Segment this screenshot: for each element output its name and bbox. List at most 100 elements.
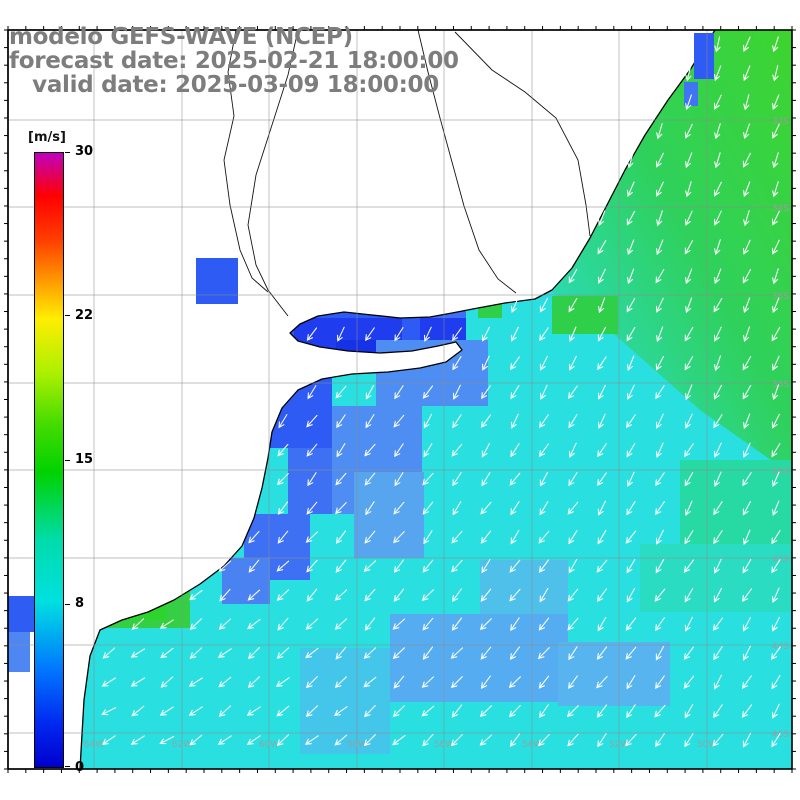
- wind-arrow: [248, 530, 260, 544]
- wind-arrow: [305, 676, 318, 689]
- wind-arrow: [597, 529, 607, 545]
- wind-arrow: [771, 443, 781, 458]
- wind-arrow: [654, 588, 666, 602]
- wind-arrow: [451, 443, 463, 457]
- wind-arrow: [335, 502, 347, 515]
- wind-arrow: [568, 675, 578, 690]
- wind-arrow: [364, 617, 376, 631]
- colorbar-tick-label: 30: [75, 144, 94, 159]
- wind-arrow: [713, 471, 722, 487]
- wind-arrow: [509, 472, 521, 486]
- wind-arrow: [596, 704, 608, 718]
- wind-arrow: [596, 588, 607, 603]
- wind-arrow: [539, 355, 548, 371]
- wind-arrow: [450, 647, 464, 659]
- wind-arrow: [626, 559, 636, 574]
- wind-arrow: [626, 326, 636, 342]
- wind-arrow: [771, 326, 781, 342]
- wind-arrow: [189, 589, 203, 601]
- wind-arrow: [683, 675, 695, 689]
- wind-arrow: [743, 210, 750, 227]
- wind-arrow: [568, 297, 578, 313]
- wind-arrow: [479, 618, 492, 631]
- wind-arrow: [713, 704, 723, 719]
- wind-arrow: [538, 675, 550, 689]
- wind-arrow: [597, 413, 606, 429]
- wind-arrow: [334, 589, 348, 601]
- wind-arrow: [481, 559, 491, 574]
- axis-label-latitude: 36S: [772, 292, 789, 302]
- wind-arrow: [159, 735, 175, 745]
- wind-arrow: [305, 705, 318, 717]
- wind-arrow: [713, 674, 722, 690]
- wind-arrow: [422, 385, 434, 399]
- wind-arrow: [539, 414, 549, 429]
- wind-arrow: [101, 677, 116, 687]
- wind-arrow: [742, 675, 752, 690]
- wind-arrow: [131, 705, 145, 717]
- wind-arrow: [189, 618, 202, 630]
- wind-arrow: [685, 268, 693, 285]
- axis-label-longitude: 50W: [697, 740, 717, 750]
- wind-arrow: [743, 65, 751, 82]
- wind-arrow: [246, 735, 261, 745]
- wind-arrow: [277, 501, 289, 515]
- axis-label-latitude: 40S: [772, 467, 789, 477]
- wind-arrow: [741, 704, 753, 718]
- axis-label-longitude: 52W: [609, 740, 629, 750]
- wind-arrow: [743, 94, 750, 111]
- wind-arrow: [307, 385, 317, 400]
- wind-arrow: [510, 529, 520, 545]
- wind-arrow: [626, 297, 636, 313]
- wind-arrow: [596, 675, 608, 689]
- wind-arrow: [712, 733, 724, 747]
- wind-arrow: [248, 559, 260, 573]
- wind-arrow: [451, 559, 463, 573]
- wind-arrow: [276, 560, 290, 572]
- wind-arrow: [188, 677, 203, 687]
- wind-arrow: [451, 617, 463, 631]
- wind-arrow: [655, 558, 665, 574]
- wind-arrow: [597, 500, 606, 516]
- wind-arrow: [188, 706, 203, 716]
- wind-arrow: [713, 587, 723, 603]
- axis-label-longitude: 62W: [172, 740, 192, 750]
- wind-arrow: [656, 239, 664, 256]
- wind-arrow: [598, 210, 606, 227]
- wind-arrow: [394, 443, 404, 458]
- wind-arrow: [597, 443, 607, 458]
- wind-arrow: [655, 268, 665, 284]
- wind-arrow: [655, 152, 664, 168]
- colorbar-tick-label: 15: [75, 452, 94, 467]
- wind-arrow: [742, 355, 752, 371]
- wind-arrow: [771, 703, 780, 719]
- wind-arrow: [771, 559, 781, 574]
- wind-arrow: [626, 414, 636, 429]
- wind-arrow: [509, 733, 521, 747]
- wind-arrow: [714, 36, 721, 53]
- wind-arrow: [626, 587, 636, 603]
- wind-arrow: [568, 472, 578, 487]
- wind-arrow: [714, 268, 722, 285]
- wind-arrow: [713, 442, 722, 458]
- wind-arrow: [742, 558, 752, 574]
- wind-arrow: [481, 472, 491, 487]
- wind-arrow: [304, 735, 319, 745]
- wind-arrow: [538, 734, 550, 747]
- wind-arrow: [712, 617, 724, 631]
- wind-speed-patch: [480, 560, 568, 620]
- wind-arrow: [364, 588, 376, 602]
- wind-arrow: [684, 355, 694, 371]
- wind-arrow: [363, 647, 377, 659]
- wind-speed-patch: [558, 642, 670, 706]
- wind-arrow: [480, 501, 492, 515]
- wind-arrow: [771, 471, 780, 487]
- wind-arrow: [713, 558, 722, 574]
- wind-arrow: [567, 617, 579, 631]
- wind-arrow: [771, 733, 781, 748]
- wind-arrow: [159, 619, 174, 629]
- wind-arrow: [568, 530, 578, 545]
- wind-arrow: [772, 384, 779, 401]
- wind-arrow: [421, 589, 434, 601]
- wind-arrow: [277, 617, 289, 631]
